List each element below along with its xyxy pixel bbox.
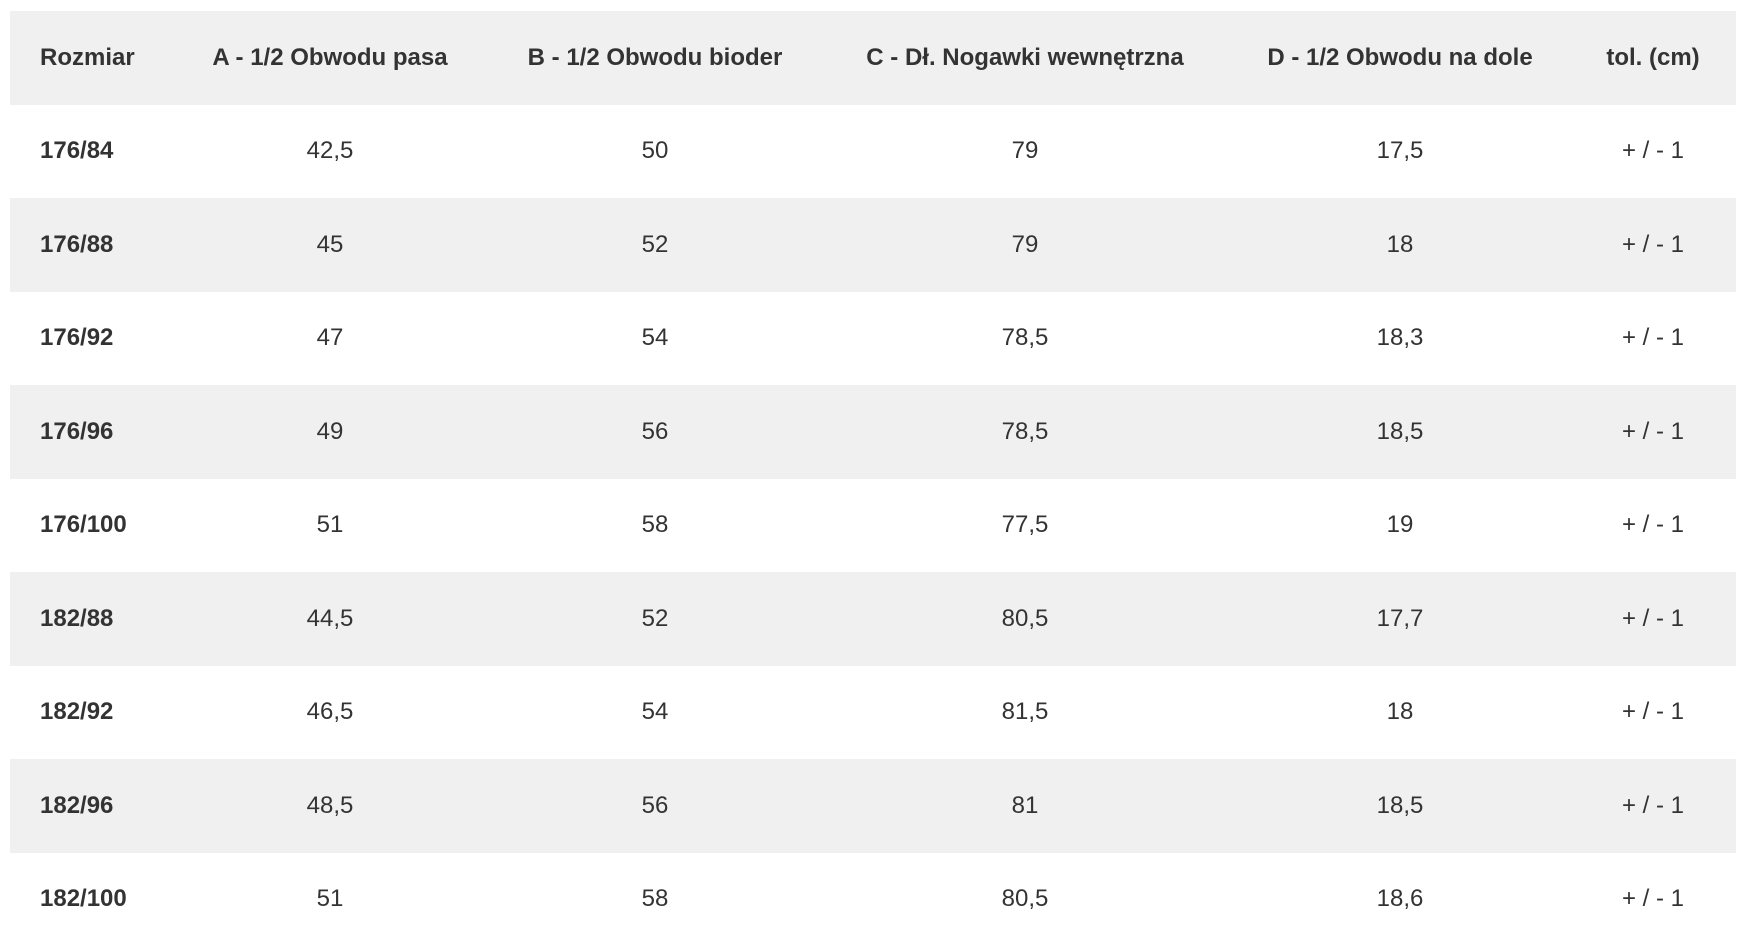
value-cell: 49 xyxy=(170,385,490,479)
value-cell: 78,5 xyxy=(820,385,1230,479)
table-row: 182/92 46,5 54 81,5 18 + / - 1 xyxy=(10,666,1736,760)
header-cell: B - 1/2 Obwodu bioder xyxy=(490,11,820,105)
size-cell: 182/92 xyxy=(40,698,114,726)
size-cell: 182/88 xyxy=(10,572,170,666)
size-cell: 176/84 xyxy=(40,137,114,165)
value-cell: + / - 1 xyxy=(1570,759,1736,853)
value-cell: 18,6 xyxy=(1376,885,1424,913)
size-cell: 182/96 xyxy=(10,759,170,853)
value-cell: 79 xyxy=(820,198,1230,292)
header-cell: D - 1/2 Obwodu na dole xyxy=(1230,11,1570,105)
value-cell: 17,5 xyxy=(1376,137,1424,165)
value-cell: 56 xyxy=(490,385,820,479)
header-cell: Rozmiar xyxy=(10,11,170,105)
value-cell: + / - 1 xyxy=(1621,324,1685,352)
value-cell: + / - 1 xyxy=(1621,511,1685,539)
value-cell: 52 xyxy=(490,198,820,292)
value-cell: 45 xyxy=(170,198,490,292)
header-cell: A - 1/2 Obwodu pasa xyxy=(170,11,490,105)
value-cell: 80,5 xyxy=(1001,885,1049,913)
table-row: 176/88 45 52 79 18 + / - 1 xyxy=(10,198,1736,292)
size-cell: 176/88 xyxy=(10,198,170,292)
value-cell: 58 xyxy=(641,511,669,539)
value-cell: 18 xyxy=(1230,198,1570,292)
table-row: 182/88 44,5 52 80,5 17,7 + / - 1 xyxy=(10,572,1736,666)
value-cell: + / - 1 xyxy=(1570,572,1736,666)
value-cell: 56 xyxy=(490,759,820,853)
value-cell: 18,5 xyxy=(1230,385,1570,479)
table-body: 176/84 42,5 50 79 17,5 + / - 1 176/88 45 52 79 18 +… xyxy=(10,105,1736,947)
table-row: 176/92 47 54 78,5 18,3 + / - 1 xyxy=(10,292,1736,386)
value-cell: 50 xyxy=(641,137,669,165)
size-cell: 176/96 xyxy=(10,385,170,479)
size-cell: 176/92 xyxy=(40,324,114,352)
value-cell: 54 xyxy=(641,324,669,352)
table-row: 176/100 51 58 77,5 19 + / - 1 xyxy=(10,479,1736,573)
value-cell: 58 xyxy=(641,885,669,913)
size-cell: 182/100 xyxy=(40,885,127,913)
value-cell: 79 xyxy=(1011,137,1039,165)
value-cell: 54 xyxy=(641,698,669,726)
header-cell: C - Dł. Nogawki wewnętrzna xyxy=(820,11,1230,105)
header-row: Rozmiar A - 1/2 Obwodu pasa B - 1/2 Obwodu… xyxy=(10,11,1736,105)
value-cell: + / - 1 xyxy=(1570,198,1736,292)
value-cell: 18,3 xyxy=(1376,324,1424,352)
value-cell: + / - 1 xyxy=(1621,137,1685,165)
value-cell: 78,5 xyxy=(1001,324,1049,352)
value-cell: 17,7 xyxy=(1230,572,1570,666)
header-cell: tol. (cm) xyxy=(1570,11,1736,105)
value-cell: 46,5 xyxy=(306,698,354,726)
size-cell: 176/100 xyxy=(40,511,127,539)
value-cell: 18 xyxy=(1386,698,1414,726)
value-cell: 51 xyxy=(316,511,344,539)
value-cell: 77,5 xyxy=(1001,511,1049,539)
size-table: Rozmiar A - 1/2 Obwodu pasa B - 1/2 Obwodu… xyxy=(10,11,1736,946)
value-cell: 42,5 xyxy=(306,137,354,165)
value-cell: 80,5 xyxy=(820,572,1230,666)
value-cell: 18,5 xyxy=(1230,759,1570,853)
table-row: 176/96 49 56 78,5 18,5 + / - 1 xyxy=(10,385,1736,479)
value-cell: + / - 1 xyxy=(1570,385,1736,479)
value-cell: 52 xyxy=(490,572,820,666)
value-cell: 48,5 xyxy=(170,759,490,853)
value-cell: + / - 1 xyxy=(1621,885,1685,913)
value-cell: 81 xyxy=(820,759,1230,853)
value-cell: 81,5 xyxy=(1001,698,1049,726)
value-cell: 47 xyxy=(316,324,344,352)
table-row: 176/84 42,5 50 79 17,5 + / - 1 xyxy=(10,105,1736,199)
value-cell: 51 xyxy=(316,885,344,913)
value-cell: 19 xyxy=(1386,511,1414,539)
table-row: 182/100 51 58 80,5 18,6 + / - 1 xyxy=(10,853,1736,947)
value-cell: + / - 1 xyxy=(1621,698,1685,726)
value-cell: 44,5 xyxy=(170,572,490,666)
table-row: 182/96 48,5 56 81 18,5 + / - 1 xyxy=(10,759,1736,853)
